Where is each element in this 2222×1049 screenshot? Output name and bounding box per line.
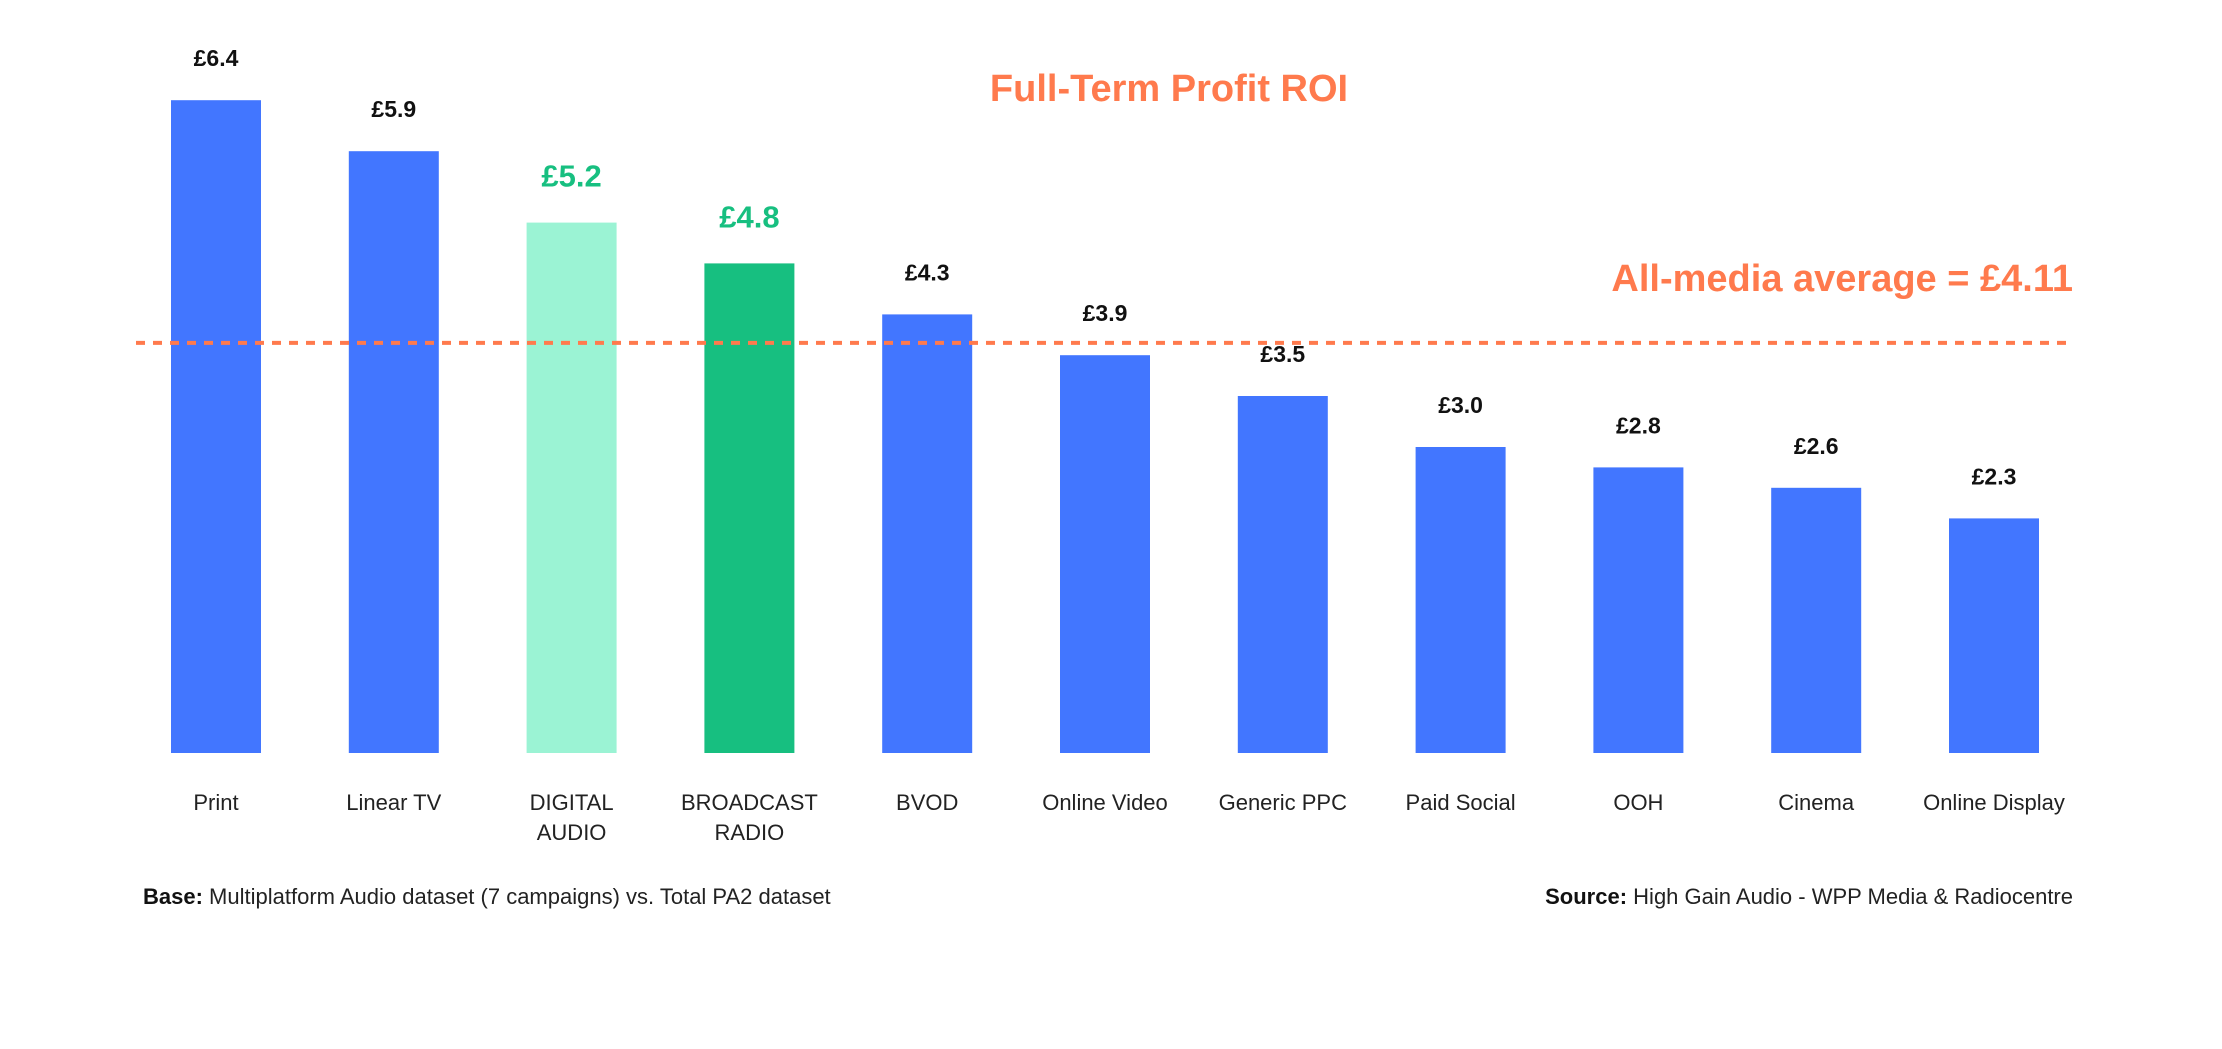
value-label: £2.8 [1616,412,1661,438]
source-note: Source: High Gain Audio - WPP Media & Ra… [1545,884,2073,910]
bar-0 [171,100,261,753]
category-label: OOH [1613,790,1663,815]
source-text: High Gain Audio - WPP Media & Radiocentr… [1633,884,2073,909]
source-label: Source: [1545,884,1628,909]
bar-10 [1949,518,2039,753]
bar-7 [1415,447,1506,753]
value-label: £2.6 [1794,433,1839,459]
base-note: Base: Multiplatform Audio dataset (7 cam… [143,884,831,910]
category-label: AUDIO [537,820,607,845]
bar-4 [882,314,973,753]
category-label: Online Display [1923,790,2065,815]
category-label: Print [193,790,238,815]
category-label: BROADCAST [681,790,818,815]
value-label: £3.0 [1438,392,1483,418]
value-label: £4.8 [719,199,779,234]
category-label: Cinema [1778,790,1855,815]
bar-8 [1593,467,1684,753]
category-label: Linear TV [346,790,441,815]
value-label: £3.5 [1260,341,1305,367]
bar-5 [1060,355,1150,753]
value-label: £3.9 [1083,300,1128,326]
category-label: RADIO [715,820,785,845]
bar-6 [1237,396,1328,753]
chart-title: Full-Term Profit ROI [989,68,1349,110]
bar-2 [526,222,617,754]
value-label: £4.3 [905,259,950,285]
bar-1 [348,151,439,753]
category-label: DIGITAL [530,790,614,815]
base-text: Multiplatform Audio dataset (7 campaigns… [209,884,831,909]
value-label: £2.3 [1972,463,2017,489]
value-label: £6.4 [194,45,239,71]
bar-9 [1771,487,1862,753]
base-label: Base: [143,884,203,909]
value-label: £5.9 [371,96,416,122]
bar-3 [704,263,795,753]
category-label: Online Video [1042,790,1168,815]
category-label: BVOD [896,790,958,815]
value-label: £5.2 [541,159,601,194]
category-label: Generic PPC [1219,790,1347,815]
category-label: Paid Social [1406,790,1516,815]
average-line-label: All-media average = £4.11 [1611,258,2073,300]
